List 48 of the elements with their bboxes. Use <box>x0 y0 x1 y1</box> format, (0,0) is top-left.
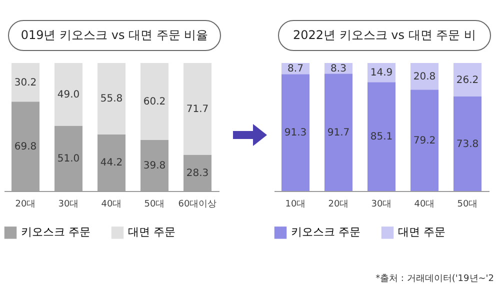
chart-title: 2022년 키오스크 vs 대면 주문 비 <box>278 20 491 51</box>
bar <box>282 74 310 191</box>
data-label: 26.2 <box>456 74 479 86</box>
data-label: 8.7 <box>288 64 304 75</box>
x-tick-label: 50대 <box>457 200 478 210</box>
data-label: 49.0 <box>57 89 80 100</box>
data-label: 51.0 <box>57 153 80 164</box>
x-tick-label: 30대 <box>371 200 392 210</box>
x-tick-label: 30대 <box>58 200 79 210</box>
legend-label: 키오스크 주문 <box>291 226 360 239</box>
x-tick-label: 60대이상 <box>178 200 217 210</box>
data-label: 85.1 <box>370 132 393 143</box>
data-label: 91.7 <box>327 127 350 138</box>
bar <box>12 63 40 102</box>
bar <box>324 74 352 191</box>
x-tick-label: 20대 <box>15 200 36 210</box>
bar <box>54 63 82 126</box>
legend-label: 키오스크 주문 <box>21 226 90 239</box>
data-label: 79.2 <box>413 135 436 146</box>
data-label: 91.3 <box>284 128 307 139</box>
data-label: 14.9 <box>370 68 393 79</box>
x-tick-label: 10대 <box>285 200 306 210</box>
data-label: 28.3 <box>186 168 209 179</box>
x-tick-label: 20대 <box>328 200 349 210</box>
data-label: 71.7 <box>186 104 209 115</box>
bar <box>140 63 168 140</box>
bar <box>98 63 126 134</box>
data-label: 8.3 <box>330 63 346 74</box>
data-label: 73.8 <box>456 138 479 150</box>
data-label: 30.2 <box>14 77 37 88</box>
chart-title: 019년 키오스크 vs 대면 주문 비율 <box>8 20 221 51</box>
bar <box>368 82 396 191</box>
bar <box>454 63 482 97</box>
data-label: 55.8 <box>100 94 123 105</box>
bar <box>454 96 482 191</box>
data-label: 44.2 <box>100 158 123 169</box>
legend-label: 대면 주문 <box>128 226 176 239</box>
data-label: 69.8 <box>14 141 37 152</box>
text: *출처 : 거래데이터('19년~'2 <box>376 273 494 285</box>
x-tick-label: 40대 <box>414 200 435 210</box>
legend-label: 대면 주문 <box>398 226 446 239</box>
bar <box>184 63 212 155</box>
data-label: 20.8 <box>413 71 436 82</box>
data-label: 39.8 <box>143 160 166 172</box>
bar <box>410 90 438 191</box>
x-tick-label: 40대 <box>101 200 122 210</box>
data-label: 60.2 <box>143 96 166 108</box>
x-tick-label: 50대 <box>144 200 165 210</box>
